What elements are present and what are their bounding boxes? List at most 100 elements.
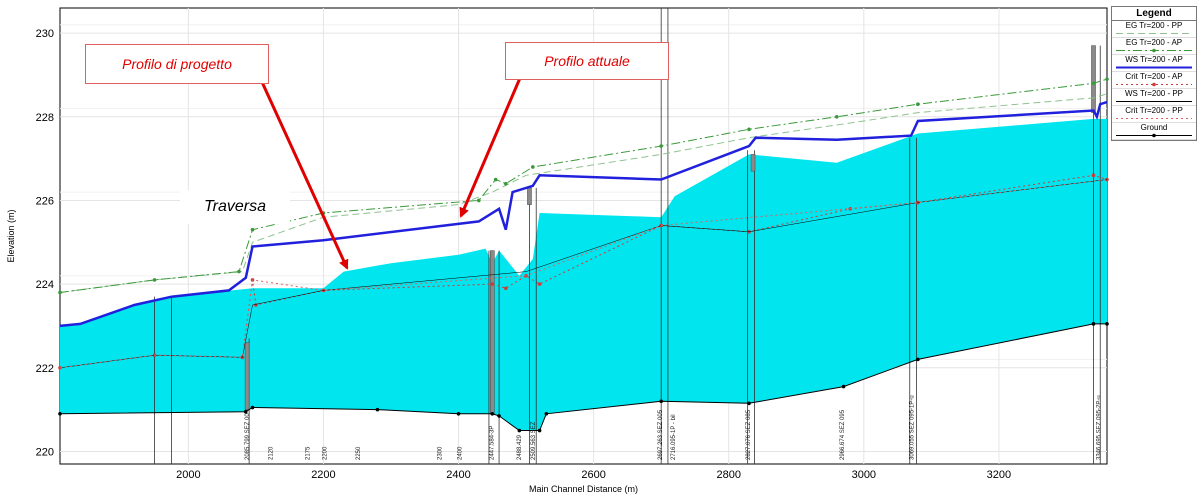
- series-point: [835, 114, 839, 119]
- structure-bar: [1091, 45, 1096, 113]
- series-point: [58, 411, 62, 416]
- station-label: 2085.799 SEZ 00: [245, 413, 251, 460]
- callout-profilo-di-progetto: Profilo di progetto: [85, 44, 269, 84]
- structure-bar: [244, 342, 250, 410]
- series-point: [250, 227, 255, 232]
- structure-bar: [527, 187, 532, 205]
- series-point: [243, 409, 248, 414]
- series-point: [456, 411, 461, 416]
- legend-swatch-marker: [1152, 48, 1156, 53]
- station-label: 2447.584-3P: [489, 426, 495, 460]
- legend-entry-label: Crit Tr=200 - AP: [1125, 72, 1183, 81]
- series-point: [504, 286, 508, 291]
- series-line-ground: [59, 323, 1107, 431]
- x-tick-label: 2800: [716, 469, 740, 481]
- station-label: 2300: [437, 446, 443, 460]
- legend-entry-swatch: [1116, 118, 1192, 119]
- series-point: [1105, 77, 1109, 81]
- legend-entry-swatch: [1116, 33, 1192, 34]
- x-tick-label: 2000: [176, 469, 200, 481]
- legend-entry: EG Tr=200 - AP: [1112, 38, 1196, 55]
- series-point: [537, 282, 542, 286]
- legend-entry-label: EG Tr=200 - AP: [1125, 38, 1183, 47]
- series-point: [152, 278, 157, 282]
- structure-bar: [490, 250, 495, 415]
- series-point: [254, 303, 258, 307]
- y-tick-label: 220: [36, 446, 54, 458]
- station-label: 2716.095-1P - bil: [671, 414, 677, 460]
- series-point: [1091, 322, 1096, 326]
- series-point: [375, 407, 380, 412]
- series-line-ws-tr-200-ap: [59, 100, 1108, 328]
- legend-title: Legend: [1112, 7, 1196, 21]
- series-point: [493, 177, 498, 182]
- series-point: [747, 401, 751, 406]
- series-point: [659, 399, 663, 404]
- series-point: [58, 290, 62, 295]
- y-tick-label: 228: [36, 112, 54, 124]
- legend-entry-swatch: [1116, 101, 1192, 102]
- arrow-profilo-di-progetto: [260, 81, 349, 270]
- series-point: [517, 428, 522, 433]
- x-tick-label: 2200: [311, 469, 335, 481]
- series-point: [504, 181, 508, 186]
- series-point: [250, 405, 255, 410]
- series-point: [544, 411, 549, 416]
- series-point: [659, 144, 663, 148]
- callout-profilo-attuale: Profilo attuale: [505, 42, 669, 80]
- y-tick-label: 226: [36, 195, 54, 207]
- station-label: 2175: [306, 446, 312, 460]
- series-point: [1091, 81, 1096, 86]
- legend-entry-label: Ground: [1140, 123, 1168, 132]
- legend-entry-label: WS Tr=200 - PP: [1124, 89, 1184, 98]
- station-label: 2200: [322, 446, 328, 460]
- station-label: 3069.055 SEZ 095-1P-u: [909, 395, 915, 460]
- legend-entry-swatch: [1116, 133, 1192, 138]
- series-point: [916, 102, 920, 107]
- series-line-crit-tr-200-ap: [59, 174, 1108, 369]
- structure-bar: [750, 154, 756, 172]
- legend-entry: WS Tr=200 - PP: [1112, 89, 1196, 106]
- y-axis-label: Elevation (m): [6, 209, 16, 262]
- series-line-eg-tr-200-pp: [59, 93, 1108, 293]
- x-axis-label: Main Channel Distance (m): [529, 484, 638, 494]
- x-tick-label: 2600: [581, 469, 605, 481]
- legend-entry-swatch: [1116, 82, 1192, 87]
- series-point: [1105, 322, 1109, 326]
- legend-swatch-marker: [1152, 133, 1156, 138]
- series-point: [916, 357, 920, 362]
- station-label: 2827.076 SEZ 085: [746, 409, 752, 460]
- series-point: [490, 411, 495, 416]
- legend-entry: Ground: [1112, 123, 1196, 140]
- legend-swatch-marker: [1152, 82, 1156, 87]
- series-line-ws-tr-200-pp: [59, 179, 1108, 369]
- legend-entry-label: EG Tr=200 - PP: [1125, 21, 1183, 30]
- legend-entry-swatch: [1116, 66, 1192, 69]
- station-label: 2488.429: [517, 434, 523, 460]
- station-label: 2400: [458, 446, 464, 460]
- weir-label-traversa: Traversa: [180, 190, 290, 224]
- station-label: 2966.674 SEZ 095: [840, 409, 846, 460]
- legend-entry: EG Tr=200 - PP: [1112, 21, 1196, 38]
- chart-legend: Legend EG Tr=200 - PP EG Tr=200 - AP WS Tr…: [1111, 6, 1197, 141]
- y-tick-label: 224: [36, 279, 54, 291]
- series-point: [531, 165, 535, 169]
- series-point: [1091, 173, 1096, 178]
- y-tick-label: 230: [36, 28, 54, 40]
- x-tick-label: 3000: [852, 469, 876, 481]
- station-label: 2509.563 SEZ: [531, 421, 537, 460]
- station-label: 2697.263 SEZ 005: [658, 409, 664, 460]
- legend-entry: WS Tr=200 - AP: [1112, 55, 1196, 72]
- series-point: [237, 269, 241, 274]
- station-label: 2120: [268, 446, 274, 460]
- series-point: [497, 414, 501, 418]
- series-point: [841, 384, 846, 389]
- series-point: [477, 198, 481, 203]
- x-tick-label: 2400: [446, 469, 470, 481]
- legend-entries: EG Tr=200 - PP EG Tr=200 - AP WS Tr=200 - …: [1112, 21, 1196, 140]
- series-point: [490, 282, 495, 286]
- series-point: [537, 428, 542, 433]
- legend-entry-label: Crit Tr=200 - PP: [1125, 106, 1183, 115]
- series-line-eg-tr-200-ap: [59, 78, 1108, 293]
- y-tick-label: 222: [36, 363, 54, 375]
